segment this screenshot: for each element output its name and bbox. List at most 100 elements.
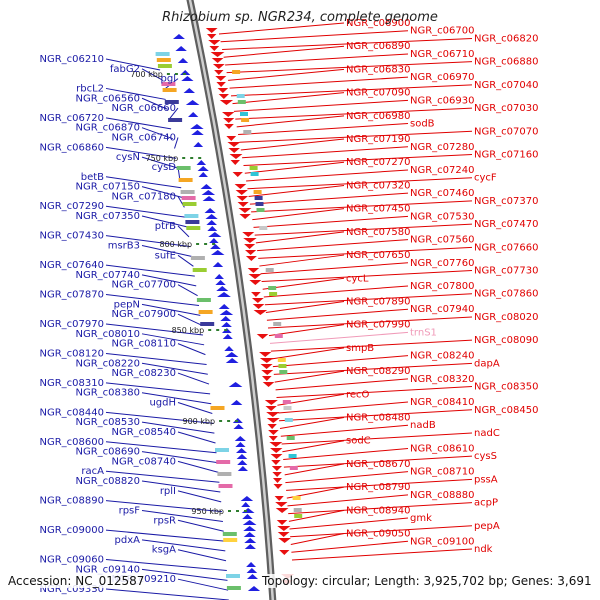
forward-gene-arrow bbox=[197, 166, 209, 171]
gene-label-ngr-c07160: NGR_c07160 bbox=[474, 150, 539, 161]
reverse-gene-arrow bbox=[274, 496, 284, 501]
gene-label-rbcl2: rbcL2 bbox=[76, 83, 104, 94]
gene-label-ngr-c06560: NGR_c06560 bbox=[76, 93, 141, 104]
category-block-left bbox=[217, 472, 232, 476]
reverse-gene-arrow bbox=[277, 526, 291, 531]
reverse-gene-arrow bbox=[252, 304, 265, 309]
gene-label-pgl: pgl bbox=[161, 74, 176, 85]
label-connector bbox=[105, 411, 214, 424]
reverse-gene-arrow bbox=[251, 298, 264, 303]
gene-label-ngr-c08320: NGR_c08320 bbox=[410, 374, 475, 385]
gene-label-sodb: sodB bbox=[410, 119, 435, 130]
forward-gene-arrow bbox=[208, 232, 222, 237]
forward-gene-arrow bbox=[177, 58, 189, 63]
label-connector bbox=[290, 525, 473, 538]
category-block-left bbox=[216, 460, 231, 464]
scale-tick-label: 950 kbp bbox=[191, 507, 224, 516]
gene-label-ngr-c07450: NGR_c07450 bbox=[346, 204, 411, 215]
gene-label-ngr-c06820: NGR_c06820 bbox=[474, 33, 539, 44]
category-block-right bbox=[279, 370, 288, 374]
category-block-right bbox=[240, 112, 248, 116]
gene-label-ngr-c08610: NGR_c08610 bbox=[410, 443, 475, 454]
gene-label-cysn: cysN bbox=[116, 152, 140, 163]
gene-label-ngr-c07650: NGR_c07650 bbox=[346, 250, 411, 261]
label-connector bbox=[177, 372, 210, 385]
reverse-gene-arrow bbox=[268, 436, 278, 441]
category-block-right bbox=[259, 226, 268, 230]
label-connector bbox=[141, 186, 183, 199]
label-connector bbox=[265, 300, 345, 313]
gene-label-sufe: sufE bbox=[155, 250, 176, 261]
forward-gene-arrow bbox=[246, 562, 257, 567]
forward-gene-arrow bbox=[242, 514, 253, 519]
label-connector bbox=[251, 200, 473, 213]
label-connector bbox=[242, 146, 409, 159]
category-block-right bbox=[256, 208, 265, 212]
label-connector bbox=[266, 308, 409, 321]
category-block-left bbox=[182, 202, 197, 206]
forward-gene-arrow bbox=[216, 286, 229, 291]
gene-label-ngr-c08820: NGR_c08820 bbox=[76, 476, 141, 487]
gene-label-ngr-c06970: NGR_c06970 bbox=[410, 72, 475, 83]
gene-label-ngr-c07740: NGR_c07740 bbox=[76, 270, 141, 281]
reverse-gene-arrow bbox=[261, 376, 272, 381]
category-block-left bbox=[180, 190, 195, 194]
forward-gene-arrow bbox=[228, 382, 243, 387]
reverse-gene-arrow bbox=[267, 424, 277, 429]
scale-tick-label: 800 kbp bbox=[159, 240, 192, 249]
label-connector bbox=[259, 254, 345, 267]
gene-label-ngr-c07660: NGR_c07660 bbox=[474, 242, 539, 253]
reverse-gene-arrow bbox=[238, 208, 252, 213]
reverse-gene-arrow bbox=[276, 520, 288, 525]
label-connector bbox=[177, 460, 219, 473]
gene-label-ngr-c08290: NGR_c08290 bbox=[346, 366, 411, 377]
reverse-gene-arrow bbox=[232, 172, 243, 177]
gene-label-reco: recO bbox=[346, 389, 370, 400]
scale-tick-labels: 700 kbp 750 kbp 800 kbp 850 kbp 900 kbp 950 k… bbox=[130, 70, 224, 516]
category-block-left bbox=[196, 298, 211, 302]
scale-tick-label: 750 kbp bbox=[146, 154, 179, 163]
label-connector bbox=[270, 339, 473, 352]
gene-label-ptrb: ptrB bbox=[155, 221, 176, 232]
forward-gene-arrow bbox=[244, 544, 256, 549]
gene-label-ngr-c06700: NGR_c06700 bbox=[410, 26, 475, 37]
gene-label-ngr-c07290: NGR_c07290 bbox=[40, 201, 105, 212]
left-gene-labels: NGR_c06210fabG2pglrbcL2NGR_c06560NGR_c06… bbox=[40, 54, 177, 595]
label-connector bbox=[273, 362, 473, 375]
forward-gene-arrow bbox=[222, 334, 233, 339]
gene-label-ngr-c07730: NGR_c07730 bbox=[474, 266, 539, 277]
gene-label-acpp: acpP bbox=[474, 498, 498, 509]
reverse-gene-arrow bbox=[259, 358, 274, 363]
reverse-gene-arrow bbox=[253, 310, 268, 315]
reverse-gene-arrow bbox=[229, 154, 243, 159]
forward-gene-arrow bbox=[244, 538, 257, 543]
category-block-left bbox=[210, 406, 225, 410]
gene-label-gmk: gmk bbox=[410, 513, 432, 524]
reverse-gene-arrow bbox=[210, 52, 225, 57]
label-connector bbox=[141, 333, 205, 346]
reverse-gene-arrow bbox=[251, 292, 261, 297]
map-title: Rhizobium sp. NGR234, complete genome bbox=[162, 10, 438, 25]
forward-gene-arrow bbox=[219, 310, 234, 315]
forward-gene-arrow bbox=[246, 568, 258, 573]
label-connector bbox=[105, 382, 211, 395]
reverse-gene-arrow bbox=[248, 274, 262, 279]
category-block-left bbox=[156, 58, 171, 62]
gene-label-ngr-c06720: NGR_c06720 bbox=[40, 113, 105, 124]
forward-gene-arrow bbox=[241, 508, 255, 513]
label-connector bbox=[236, 115, 345, 128]
gene-label-ngr-c07990: NGR_c07990 bbox=[346, 320, 411, 331]
label-connector bbox=[280, 424, 409, 437]
label-connector bbox=[244, 161, 345, 174]
label-connector bbox=[238, 123, 409, 136]
category-block-right bbox=[237, 100, 246, 104]
gene-label-ngr-c08310: NGR_c08310 bbox=[40, 378, 105, 389]
forward-gene-arrow bbox=[247, 586, 261, 591]
reverse-gene-arrow bbox=[218, 94, 229, 99]
gene-label-ngr-c08090: NGR_c08090 bbox=[474, 335, 539, 346]
label-connector bbox=[105, 294, 200, 307]
reverse-gene-arrow bbox=[266, 418, 280, 423]
gene-label-ngr-c07640: NGR_c07640 bbox=[40, 260, 105, 271]
label-connector bbox=[177, 225, 190, 238]
